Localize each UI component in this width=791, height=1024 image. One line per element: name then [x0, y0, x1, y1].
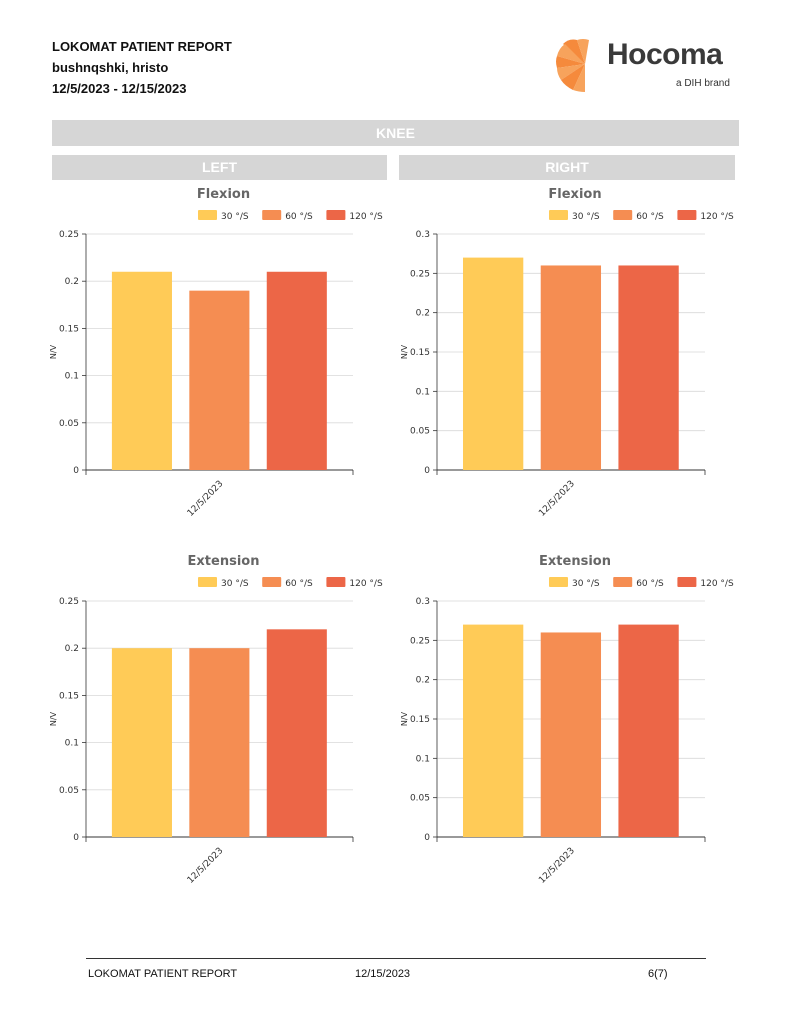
y-tick-label: 0	[73, 466, 79, 476]
y-tick-label: 0.25	[410, 269, 430, 279]
bar-30-deg-s	[111, 271, 172, 470]
hocoma-swirl-icon	[556, 39, 589, 92]
chart-title: Extension	[539, 554, 611, 569]
footer-divider	[86, 958, 706, 959]
bar-30-deg-s	[462, 257, 524, 470]
legend-swatch	[613, 577, 633, 587]
legend-label: 30 °/S	[572, 579, 600, 589]
legend-label: 60 °/S	[285, 212, 313, 222]
y-tick-label: 0.1	[65, 739, 79, 749]
bar-60-deg-s	[540, 632, 602, 837]
legend-swatch	[198, 210, 217, 220]
right-side-banner: RIGHT	[399, 155, 735, 180]
y-tick-label: 0.2	[65, 277, 79, 287]
y-tick-label: 0	[424, 833, 430, 843]
y-tick-label: 0	[424, 466, 430, 476]
legend-swatch	[198, 577, 217, 587]
legend-label: 30 °/S	[221, 579, 249, 589]
y-axis-title: N/V	[400, 711, 409, 726]
bar-60-deg-s	[540, 265, 602, 470]
y-tick-label: 0.1	[416, 754, 430, 764]
chart-title: Flexion	[548, 187, 601, 202]
y-tick-label: 0.1	[65, 372, 79, 382]
bar-30-deg-s	[462, 624, 524, 837]
report-header: LOKOMAT PATIENT REPORT bushnqshki, hrist…	[52, 36, 232, 99]
legend-swatch	[262, 210, 282, 220]
y-axis-title: N/V	[49, 344, 58, 359]
legend-label: 60 °/S	[285, 579, 313, 589]
x-category-label: 12/5/2023	[186, 479, 226, 519]
y-tick-label: 0.2	[65, 644, 79, 654]
logo-tagline: a DIH brand	[676, 78, 730, 89]
y-tick-label: 0.25	[59, 597, 79, 607]
bar-120-deg-s	[618, 624, 679, 837]
chart-left-extension: Extension 30 °/S 60 °/S 120 °/S 0 0.05 0.1 0.15…	[49, 554, 383, 886]
bar-120-deg-s	[266, 271, 327, 470]
chart-left-flexion: Flexion 30 °/S 60 °/S 120 °/S 0 0.05 0.1 0.15 0.…	[49, 187, 383, 519]
y-tick-label: 0.1	[416, 387, 430, 397]
joint-banner: KNEE	[52, 120, 739, 146]
y-tick-label: 0.3	[416, 597, 430, 607]
y-tick-label: 0.25	[59, 230, 79, 240]
legend-swatch	[326, 210, 346, 220]
hocoma-logo: Hocoma a DIH brand	[555, 34, 735, 94]
footer-title: LOKOMAT PATIENT REPORT	[88, 968, 238, 980]
y-tick-label: 0.05	[59, 786, 79, 796]
patient-name: bushnqshki, hristo	[52, 60, 169, 75]
legend-swatch	[262, 577, 282, 587]
legend-label: 120 °/S	[700, 579, 734, 589]
chart-right-flexion: Flexion 30 °/S 60 °/S 120 °/S 0 0.05 0.1 0.15 0.…	[400, 187, 734, 519]
y-tick-label: 0.05	[410, 794, 430, 804]
y-tick-label: 0.25	[410, 636, 430, 646]
bar-120-deg-s	[266, 629, 327, 837]
report-date-range: 12/5/2023 - 12/15/2023	[52, 81, 187, 96]
y-tick-label: 0.15	[59, 691, 79, 701]
report-title: LOKOMAT PATIENT REPORT	[52, 39, 232, 54]
legend-swatch	[613, 210, 633, 220]
y-tick-label: 0.05	[59, 419, 79, 429]
bar-60-deg-s	[189, 290, 250, 470]
x-category-label: 12/5/2023	[537, 846, 577, 886]
x-category-label: 12/5/2023	[537, 479, 577, 519]
legend-swatch	[549, 210, 568, 220]
x-category-label: 12/5/2023	[186, 846, 226, 886]
legend-swatch	[677, 577, 697, 587]
bar-30-deg-s	[111, 648, 172, 837]
footer-page-number: 6(7)	[648, 968, 668, 980]
chart-title: Flexion	[197, 187, 250, 202]
y-tick-label: 0	[73, 833, 79, 843]
legend-label: 30 °/S	[572, 212, 600, 222]
chart-title: Extension	[188, 554, 260, 569]
legend-swatch	[326, 577, 346, 587]
y-axis-title: N/V	[49, 711, 58, 726]
legend-label: 60 °/S	[636, 212, 664, 222]
left-side-banner: LEFT	[52, 155, 387, 180]
legend-swatch	[549, 577, 568, 587]
y-tick-label: 0.2	[416, 309, 430, 319]
y-tick-label: 0.05	[410, 427, 430, 437]
y-tick-label: 0.15	[59, 324, 79, 334]
legend-label: 60 °/S	[636, 579, 664, 589]
legend-swatch	[677, 210, 697, 220]
y-tick-label: 0.15	[410, 715, 430, 725]
legend-label: 120 °/S	[349, 579, 383, 589]
y-axis-title: N/V	[400, 344, 409, 359]
y-tick-label: 0.15	[410, 348, 430, 358]
y-tick-label: 0.3	[416, 230, 430, 240]
chart-right-extension: Extension 30 °/S 60 °/S 120 °/S 0 0.05 0.1 0.15…	[400, 554, 734, 886]
legend-label: 120 °/S	[349, 212, 383, 222]
bar-60-deg-s	[189, 648, 250, 837]
legend-label: 30 °/S	[221, 212, 249, 222]
bar-120-deg-s	[618, 265, 679, 470]
legend-label: 120 °/S	[700, 212, 734, 222]
y-tick-label: 0.2	[416, 676, 430, 686]
footer-date: 12/15/2023	[355, 968, 411, 980]
logo-wordmark: Hocoma	[607, 38, 723, 71]
